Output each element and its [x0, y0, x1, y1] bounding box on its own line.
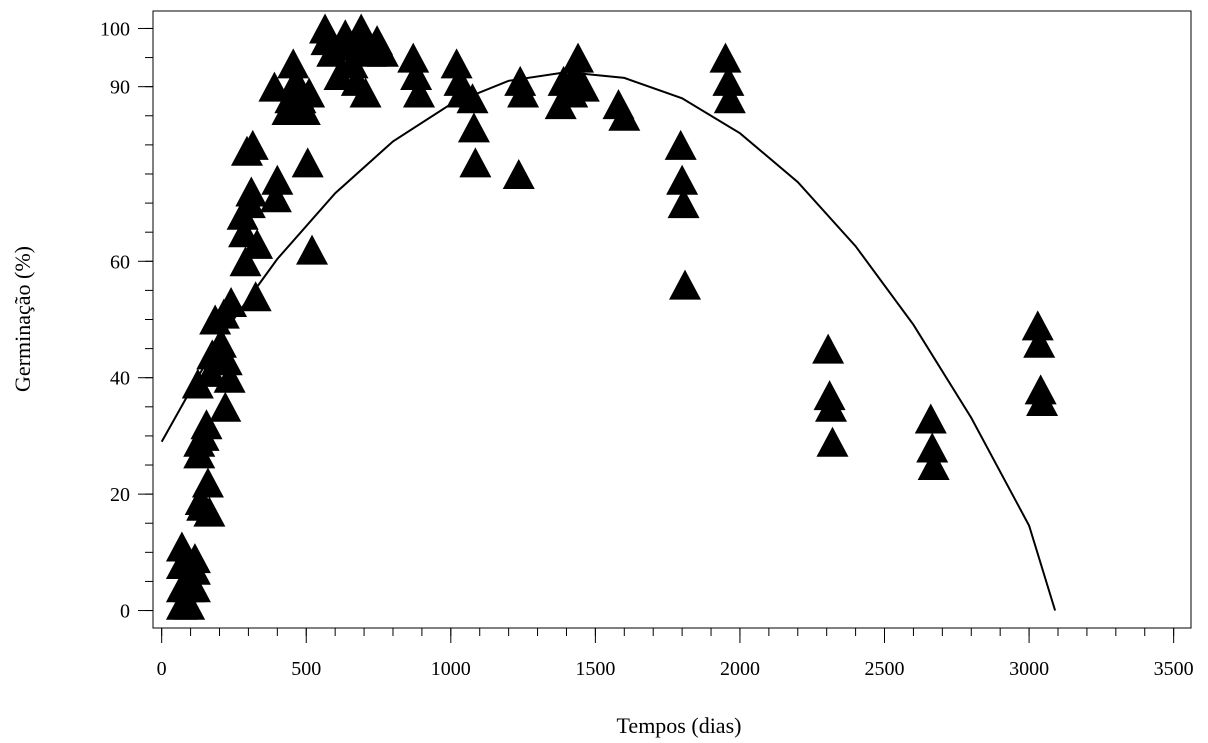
data-point — [666, 164, 699, 195]
data-point — [178, 572, 211, 603]
x-tick-label: 3000 — [1009, 658, 1049, 680]
data-point — [291, 147, 324, 178]
data-point — [236, 129, 269, 160]
y-tick-label: 20 — [110, 484, 130, 506]
data-point — [261, 164, 294, 195]
data-point — [914, 403, 947, 434]
x-axis: 0 500 1000 1500 2000 2500 3000 3500 — [157, 628, 1194, 680]
data-point — [812, 333, 845, 364]
data-point — [296, 234, 329, 265]
data-point — [608, 100, 641, 131]
data-point — [567, 71, 600, 102]
y-tick-label: 0 — [120, 601, 130, 623]
data-point — [209, 391, 242, 422]
data-point — [502, 158, 535, 189]
data-point — [190, 409, 223, 440]
data-point — [293, 77, 326, 108]
data-point — [712, 65, 745, 96]
data-point — [173, 589, 206, 620]
data-point — [397, 42, 430, 73]
data-point — [664, 129, 697, 160]
data-point — [259, 182, 292, 213]
data-point — [667, 188, 700, 219]
fit-curve-layer — [160, 71, 1057, 611]
y-tick-label: 100 — [100, 18, 130, 40]
data-point — [1023, 327, 1056, 358]
data-point — [183, 438, 216, 469]
data-point — [457, 112, 490, 143]
y-tick-label: 90 — [110, 77, 130, 99]
data-point — [1026, 385, 1059, 416]
y-axis: 0 20 40 60 90 100 — [100, 18, 153, 623]
data-point — [229, 246, 262, 277]
data-point — [400, 60, 433, 91]
y-axis-title: Germinação (%) — [10, 246, 35, 392]
data-point — [277, 48, 310, 79]
data-point — [210, 345, 243, 376]
data-point — [215, 287, 248, 318]
data-point — [917, 450, 950, 481]
data-point — [235, 176, 268, 207]
data-point — [178, 554, 211, 585]
data-point — [816, 426, 849, 457]
data-point — [213, 362, 246, 393]
data-points-layer — [165, 13, 1059, 620]
data-point — [916, 432, 949, 463]
data-point — [366, 36, 399, 67]
data-point — [288, 94, 321, 125]
x-tick-label: 500 — [291, 658, 321, 680]
data-point — [507, 77, 540, 108]
x-tick-label: 1000 — [431, 658, 471, 680]
x-axis-title: Tempos (dias) — [617, 713, 742, 738]
data-point — [1021, 310, 1054, 341]
x-tick-label: 2500 — [865, 658, 905, 680]
data-point — [815, 391, 848, 422]
data-point — [191, 467, 224, 498]
x-tick-label: 2000 — [720, 658, 760, 680]
data-point — [403, 77, 436, 108]
data-point — [459, 147, 492, 178]
data-point — [713, 83, 746, 114]
data-point — [239, 281, 272, 312]
data-point — [194, 356, 227, 387]
data-point — [241, 228, 274, 259]
data-point — [456, 83, 489, 114]
data-point — [669, 269, 702, 300]
y-tick-label: 60 — [110, 251, 130, 273]
data-point — [440, 48, 473, 79]
x-tick-label: 1500 — [575, 658, 615, 680]
x-tick-label: 3500 — [1154, 658, 1194, 680]
data-point — [193, 496, 226, 527]
y-tick-label: 40 — [110, 368, 130, 390]
data-point — [709, 42, 742, 73]
x-tick-label: 0 — [157, 658, 167, 680]
data-point — [345, 13, 378, 44]
data-point — [336, 48, 369, 79]
fit-curve — [160, 71, 1057, 611]
data-point — [349, 77, 382, 108]
data-point — [562, 42, 595, 73]
